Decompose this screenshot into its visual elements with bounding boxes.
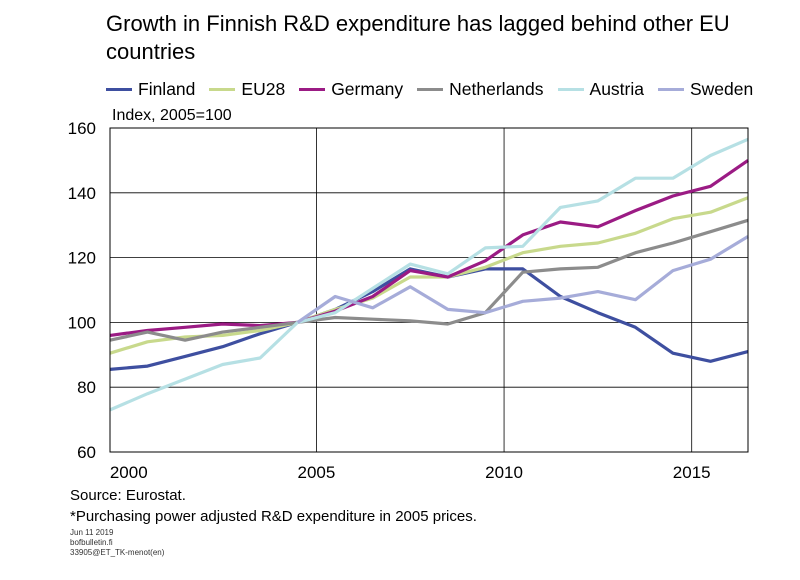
legend-swatch (106, 87, 132, 91)
y-tick-label: 120 (68, 249, 96, 268)
legend-label: EU28 (241, 78, 286, 99)
meta-code: 33905@ET_TK-menot(en) (70, 548, 165, 557)
series-line-finland (109, 267, 749, 371)
y-unit-label: Index, 2005=100 (112, 107, 232, 124)
legend-item-germany: Germany (299, 79, 403, 100)
axis-layer: 60 80 100 120 140 160 2000 2005 2010 2015 (68, 119, 711, 482)
legend-item-netherlands: Netherlands (417, 78, 544, 100)
y-tick-label: 160 (68, 119, 96, 138)
meta-date: Jun 11 2019 (70, 528, 114, 537)
legend-label: Netherlands (449, 78, 544, 99)
source-note: Source: Eurostat. (70, 487, 186, 504)
series-line-eu28 (109, 196, 749, 355)
series-line-sweden (296, 235, 749, 324)
chart-legend: Finland EU28 Germany Netherlands Austria Swed… (106, 78, 753, 100)
footnote: *Purchasing power adjusted R&D expenditu… (70, 508, 477, 525)
legend-item-austria: Austria (557, 78, 644, 100)
legend-item-eu28: EU28 (209, 79, 285, 100)
plot-frame (109, 127, 749, 453)
y-tick-label: 80 (77, 378, 96, 397)
legend-label: Sweden (690, 78, 754, 99)
series-line-netherlands (109, 218, 749, 342)
y-tick-label: 140 (68, 184, 96, 203)
x-tick-label: 2000 (110, 463, 148, 482)
legend-item-sweden: Sweden (658, 79, 753, 100)
legend-item-finland: Finland (106, 79, 195, 100)
series-line-austria (109, 137, 749, 412)
series-line-germany (109, 159, 749, 337)
meta-site: bofbulletin.fi (70, 538, 113, 547)
y-tick-label: 100 (68, 313, 96, 332)
chart-title: Growth in Finnish R&D expenditure has la… (106, 11, 730, 64)
legend-swatch (417, 87, 444, 91)
x-tick-label: 2010 (485, 463, 523, 482)
legend-label: Finland (138, 78, 196, 99)
legend-swatch (557, 87, 584, 91)
x-tick-label: 2005 (297, 463, 335, 482)
legend-label: Germany (331, 78, 404, 99)
x-tick-label: 2015 (673, 463, 711, 482)
legend-swatch (209, 87, 236, 91)
series-layer (109, 137, 749, 412)
y-tick-label: 60 (77, 443, 96, 462)
legend-swatch (658, 87, 684, 91)
legend-swatch (299, 87, 326, 91)
legend-label: Austria (589, 78, 644, 99)
